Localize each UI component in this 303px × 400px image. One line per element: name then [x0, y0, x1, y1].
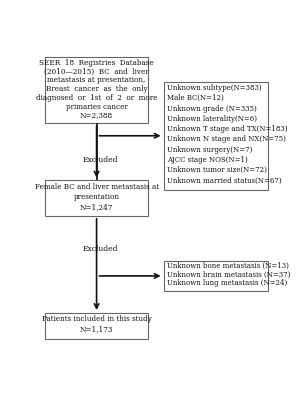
Text: (2010—2015)  BC  and  liver: (2010—2015) BC and liver: [44, 67, 149, 75]
Text: Unknown bone metastasis (N=13): Unknown bone metastasis (N=13): [167, 262, 289, 270]
Text: Unknown tumor size(N=72): Unknown tumor size(N=72): [167, 166, 267, 174]
Text: Female BC and liver metastasis at: Female BC and liver metastasis at: [35, 182, 159, 190]
Text: presentation: presentation: [74, 193, 120, 201]
Text: N=1,247: N=1,247: [80, 203, 113, 211]
Text: Unknown T stage and TX(N=183): Unknown T stage and TX(N=183): [167, 125, 288, 133]
Text: diagnosed  or  1st  of  2  or  more: diagnosed or 1st of 2 or more: [36, 94, 157, 102]
Text: SEER  18  Registries  Database: SEER 18 Registries Database: [39, 58, 154, 66]
Text: AJCC stage NOS(N=1): AJCC stage NOS(N=1): [167, 156, 248, 164]
Text: metastasis at presentation,: metastasis at presentation,: [48, 76, 146, 84]
Bar: [45, 57, 148, 124]
Text: Male BC(N=12): Male BC(N=12): [167, 94, 224, 102]
Text: Breast  cancer  as  the  only: Breast cancer as the only: [46, 85, 147, 93]
Bar: [45, 180, 148, 216]
Text: Unknown laterality(N=6): Unknown laterality(N=6): [167, 115, 257, 123]
Text: N=1,173: N=1,173: [80, 326, 113, 334]
Text: N=2,388: N=2,388: [80, 112, 113, 120]
Text: primaries cancer: primaries cancer: [66, 103, 128, 111]
Bar: [164, 260, 268, 291]
Text: Unknown lung metastasis (N=24): Unknown lung metastasis (N=24): [167, 279, 287, 287]
Bar: [164, 82, 268, 190]
Text: Patients included in this study: Patients included in this study: [42, 315, 152, 323]
Text: Excluded: Excluded: [82, 156, 118, 164]
Text: Unknown married status(N=67): Unknown married status(N=67): [167, 176, 282, 184]
Text: Unknown brain metastasis (N=37): Unknown brain metastasis (N=37): [167, 270, 290, 278]
Text: Unknown subtype(N=383): Unknown subtype(N=383): [167, 84, 262, 92]
Text: Unknown N stage and NX(N=75): Unknown N stage and NX(N=75): [167, 135, 286, 143]
Text: Unknown surgery(N=7): Unknown surgery(N=7): [167, 146, 252, 154]
Text: Excluded: Excluded: [82, 245, 118, 253]
Bar: [45, 313, 148, 339]
Text: Unknown grade (N=335): Unknown grade (N=335): [167, 104, 257, 112]
